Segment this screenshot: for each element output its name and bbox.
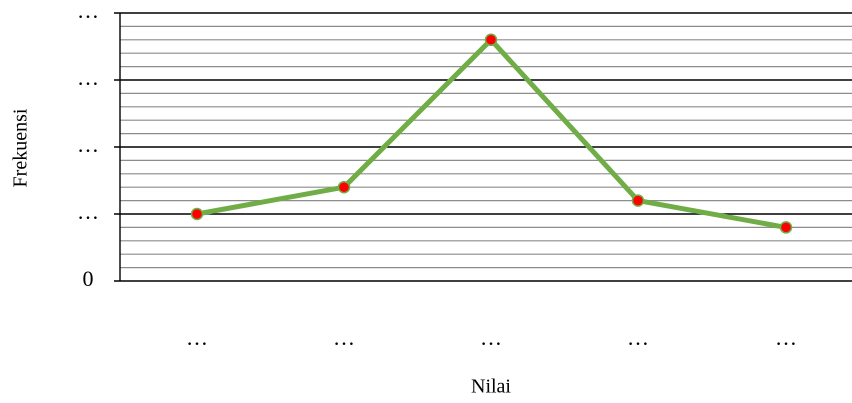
minor-grid (120, 25, 852, 269)
data-point (779, 221, 793, 234)
y-axis-title: Frekuensi (10, 108, 32, 187)
data-point (337, 180, 351, 194)
x-tick-labels: … … … … … (186, 325, 797, 350)
y-tick-label: … (77, 132, 99, 157)
x-tick-label: … (480, 325, 502, 350)
x-tick-label: … (775, 325, 797, 350)
x-tick-label: … (627, 325, 649, 350)
x-axis-title: Nilai (471, 376, 511, 398)
y-tick-label: … (77, 199, 99, 224)
y-tick-label: 0 (83, 266, 94, 291)
y-tick-label: … (77, 65, 99, 90)
data-point (631, 194, 645, 207)
x-tick-label: … (186, 325, 208, 350)
y-tick-labels: 0 … … … … (77, 0, 99, 291)
x-tick-label: … (333, 325, 355, 350)
y-tick-label: … (77, 0, 99, 23)
data-point (190, 207, 204, 221)
data-markers (190, 33, 793, 234)
data-point (484, 33, 498, 47)
major-grid (114, 12, 852, 215)
